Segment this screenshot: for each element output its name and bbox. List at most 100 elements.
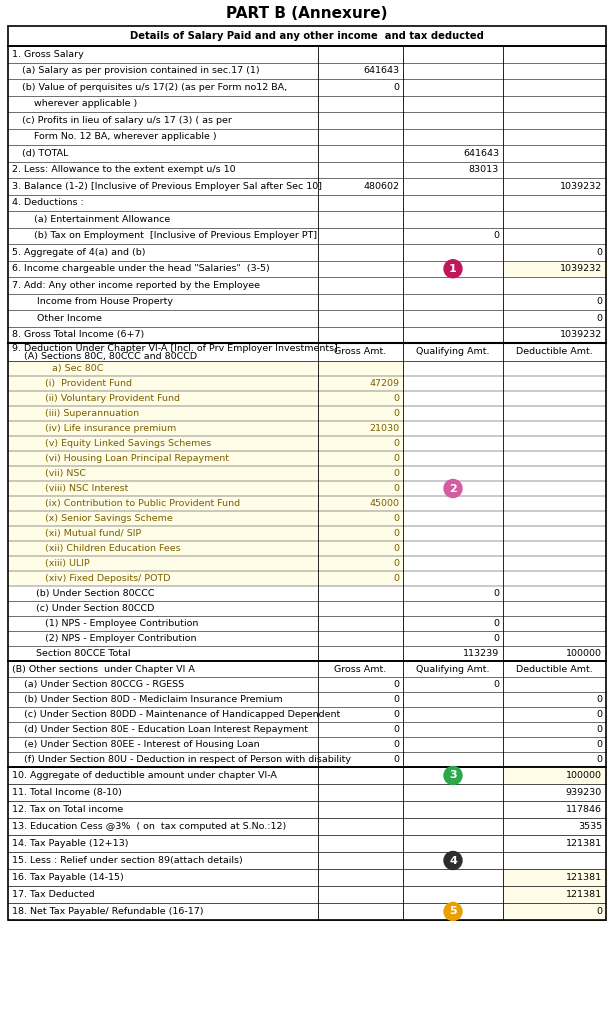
Text: (vi) Housing Loan Principal Repayment: (vi) Housing Loan Principal Repayment xyxy=(12,454,229,463)
Text: 121381: 121381 xyxy=(566,873,602,882)
Text: 0: 0 xyxy=(393,529,399,538)
Text: 0: 0 xyxy=(393,680,399,689)
Bar xyxy=(10,526,403,541)
Text: 0: 0 xyxy=(596,297,602,306)
Circle shape xyxy=(444,260,462,278)
Bar xyxy=(503,869,606,886)
Bar xyxy=(8,26,606,46)
Text: 13. Education Cess @3%  ( on  tax computed at S.No.:12): 13. Education Cess @3% ( on tax computed… xyxy=(12,822,286,831)
Text: 0: 0 xyxy=(393,484,399,493)
Text: 0: 0 xyxy=(393,574,399,583)
Text: (a) Salary as per provision contained in sec.17 (1): (a) Salary as per provision contained in… xyxy=(22,67,260,75)
Bar xyxy=(10,556,403,571)
Bar xyxy=(8,767,606,920)
Text: Details of Salary Paid and any other income  and tax deducted: Details of Salary Paid and any other inc… xyxy=(130,31,484,41)
Bar xyxy=(10,571,403,586)
Bar xyxy=(10,391,403,406)
Text: (A) Sections 80C, 80CCC and 80CCD: (A) Sections 80C, 80CCC and 80CCD xyxy=(12,352,197,361)
Text: 0: 0 xyxy=(493,618,499,628)
Text: 83013: 83013 xyxy=(468,165,499,174)
Text: Gross Amt.: Gross Amt. xyxy=(335,665,387,674)
Text: 11. Total Income (8-10): 11. Total Income (8-10) xyxy=(12,788,122,797)
Text: 0: 0 xyxy=(393,695,399,705)
Text: 0: 0 xyxy=(493,231,499,241)
Text: 0: 0 xyxy=(393,439,399,449)
Text: 0: 0 xyxy=(393,469,399,478)
Text: 113239: 113239 xyxy=(463,649,499,658)
Text: (xiv) Fixed Deposits/ POTD: (xiv) Fixed Deposits/ POTD xyxy=(12,574,171,583)
Text: 21030: 21030 xyxy=(369,424,399,433)
Text: 17. Tax Deducted: 17. Tax Deducted xyxy=(12,890,95,899)
Text: 4: 4 xyxy=(449,855,457,865)
Bar xyxy=(503,767,606,784)
Text: 1039232: 1039232 xyxy=(560,264,602,273)
Text: 16. Tax Payable (14-15): 16. Tax Payable (14-15) xyxy=(12,873,124,882)
Text: (x) Senior Savings Scheme: (x) Senior Savings Scheme xyxy=(12,514,173,523)
Text: 3: 3 xyxy=(449,770,457,780)
Text: 0: 0 xyxy=(596,725,602,734)
Text: (e) Under Section 80EE - Interest of Housing Loan: (e) Under Section 80EE - Interest of Hou… xyxy=(12,740,260,749)
Text: 1. Gross Salary: 1. Gross Salary xyxy=(12,50,84,58)
Text: 1039232: 1039232 xyxy=(560,331,602,339)
Text: 0: 0 xyxy=(393,740,399,749)
Text: PART B (Annexure): PART B (Annexure) xyxy=(226,6,388,22)
Text: 0: 0 xyxy=(596,740,602,749)
Text: (xii) Children Education Fees: (xii) Children Education Fees xyxy=(12,544,181,553)
Text: (f) Under Section 80U - Deduction in respect of Person with disability: (f) Under Section 80U - Deduction in res… xyxy=(12,755,351,764)
Text: (b) Under Section 80D - Mediclaim Insurance Premium: (b) Under Section 80D - Mediclaim Insura… xyxy=(12,695,282,705)
Text: (vii) NSC: (vii) NSC xyxy=(12,469,86,478)
Text: (i)  Provident Fund: (i) Provident Fund xyxy=(12,379,132,388)
Text: (d) TOTAL: (d) TOTAL xyxy=(22,148,68,158)
Text: 1: 1 xyxy=(449,264,457,273)
Text: wherever applicable ): wherever applicable ) xyxy=(22,99,138,109)
Text: Deductible Amt.: Deductible Amt. xyxy=(516,347,593,356)
Text: Gross Amt.: Gross Amt. xyxy=(335,347,387,356)
Text: (b) Value of perquisites u/s 17(2) (as per Form no12 BA,: (b) Value of perquisites u/s 17(2) (as p… xyxy=(22,83,287,92)
Bar xyxy=(10,466,403,481)
Text: 4. Deductions :: 4. Deductions : xyxy=(12,199,84,207)
Text: 1039232: 1039232 xyxy=(560,181,602,190)
Text: 0: 0 xyxy=(393,394,399,403)
Text: 0: 0 xyxy=(393,454,399,463)
Text: (c) Profits in lieu of salary u/s 17 (3) ( as per: (c) Profits in lieu of salary u/s 17 (3)… xyxy=(22,116,232,125)
Text: 3. Balance (1-2) [Inclusive of Previous Employer Sal after Sec 10]: 3. Balance (1-2) [Inclusive of Previous … xyxy=(12,181,322,190)
Text: 0: 0 xyxy=(393,409,399,418)
Text: (a) Under Section 80CCG - RGESS: (a) Under Section 80CCG - RGESS xyxy=(12,680,184,689)
Text: 3535: 3535 xyxy=(578,822,602,831)
Text: 117846: 117846 xyxy=(566,805,602,814)
Text: 0: 0 xyxy=(596,907,602,916)
Text: 0: 0 xyxy=(393,755,399,764)
Text: Section 80CCE Total: Section 80CCE Total xyxy=(12,649,131,658)
Bar xyxy=(8,46,606,343)
Text: 0: 0 xyxy=(493,634,499,643)
Text: 0: 0 xyxy=(393,725,399,734)
Text: 0: 0 xyxy=(393,514,399,523)
Text: (d) Under Section 80E - Education Loan Interest Repayment: (d) Under Section 80E - Education Loan I… xyxy=(12,725,308,734)
Text: 0: 0 xyxy=(493,680,499,689)
Text: 0: 0 xyxy=(393,544,399,553)
Text: (B) Other sections  under Chapter VI A: (B) Other sections under Chapter VI A xyxy=(12,665,195,674)
Circle shape xyxy=(444,479,462,498)
Text: 5: 5 xyxy=(449,906,457,916)
Text: 0: 0 xyxy=(596,710,602,719)
Text: 47209: 47209 xyxy=(369,379,399,388)
Bar xyxy=(10,406,403,421)
Text: 0: 0 xyxy=(596,695,602,705)
Bar xyxy=(10,421,403,436)
Text: (1) NPS - Employee Contribution: (1) NPS - Employee Contribution xyxy=(12,618,198,628)
Text: 641643: 641643 xyxy=(363,67,399,75)
Text: 45000: 45000 xyxy=(369,499,399,508)
Text: Qualifying Amt.: Qualifying Amt. xyxy=(416,665,490,674)
Text: 100000: 100000 xyxy=(566,649,602,658)
Text: 9. Deduction Under Chapter VI-A [Incl. of Prv Employer Investments]: 9. Deduction Under Chapter VI-A [Incl. o… xyxy=(12,344,338,353)
Text: 0: 0 xyxy=(596,248,602,257)
Text: 0: 0 xyxy=(393,559,399,568)
Text: (a) Entertainment Allowance: (a) Entertainment Allowance xyxy=(22,215,170,224)
Bar xyxy=(10,541,403,556)
Text: 10. Aggregate of deductible amount under chapter VI-A: 10. Aggregate of deductible amount under… xyxy=(12,771,277,780)
Text: 0: 0 xyxy=(596,755,602,764)
Text: (b) Tax on Employment  [Inclusive of Previous Employer PT]: (b) Tax on Employment [Inclusive of Prev… xyxy=(22,231,317,241)
Text: (iii) Superannuation: (iii) Superannuation xyxy=(12,409,139,418)
Bar xyxy=(10,376,403,391)
Bar xyxy=(10,361,403,376)
